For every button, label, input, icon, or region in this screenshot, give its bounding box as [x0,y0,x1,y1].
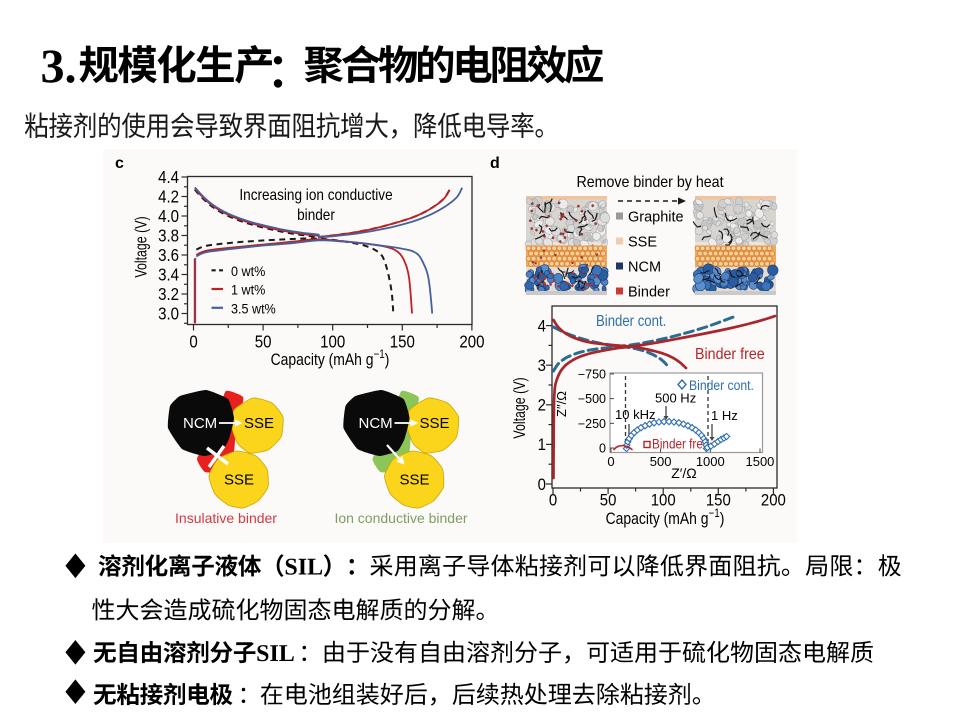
svg-text:150: 150 [706,492,731,510]
svg-text:4.0: 4.0 [158,207,179,226]
svg-text:Insulative binder: Insulative binder [175,510,277,526]
svg-text:1000: 1000 [696,454,725,469]
svg-text:Ion conductive binder: Ion conductive binder [334,510,467,526]
svg-text:−750: −750 [578,367,606,381]
svg-text:0: 0 [599,442,606,456]
svg-text:Z′/Ω: Z′/Ω [671,465,697,481]
svg-text:0: 0 [189,332,197,351]
svg-text:NCM: NCM [183,415,217,432]
svg-text:−500: −500 [578,392,606,406]
svg-text:500: 500 [650,454,672,469]
svg-text:500 Hz: 500 Hz [655,391,696,406]
svg-text:Remove binder by heat: Remove binder by heat [576,173,724,191]
svg-text:Z″/Ω: Z″/Ω [554,391,569,417]
svg-text:2: 2 [538,397,546,415]
svg-text:0: 0 [549,492,557,510]
svg-text:SSE: SSE [420,415,450,432]
svg-text:3.4: 3.4 [158,265,179,284]
svg-text:0: 0 [538,476,546,494]
svg-text:4.4: 4.4 [158,168,179,187]
svg-text:4: 4 [538,318,546,336]
svg-text:Binder cont.: Binder cont. [596,313,666,330]
svg-text:SSE: SSE [244,415,274,432]
svg-text:10 kHz: 10 kHz [615,407,655,422]
svg-text:100: 100 [651,492,676,510]
svg-text:Binder: Binder [628,285,670,301]
svg-text:SSE: SSE [628,235,657,251]
svg-text:200: 200 [761,492,786,510]
svg-text:NCM: NCM [628,260,661,276]
svg-text:3.6: 3.6 [158,246,179,265]
svg-text:Binder free: Binder free [652,437,709,452]
svg-text:3.8: 3.8 [158,226,179,245]
svg-text:50: 50 [600,492,617,510]
svg-text:3.0: 3.0 [158,304,179,323]
svg-text:0: 0 [607,454,614,469]
svg-text:1: 1 [538,436,546,454]
svg-text:SSE: SSE [400,472,430,489]
svg-text:c: c [115,155,124,172]
svg-text:200: 200 [459,332,484,351]
svg-text:1 Hz: 1 Hz [711,408,738,423]
svg-text:binder: binder [297,207,335,224]
svg-text:Capacity (mAh g−1): Capacity (mAh g−1) [271,348,390,369]
svg-text:Voltage (V): Voltage (V) [133,216,151,277]
svg-text:150: 150 [390,332,415,351]
svg-text:4.2: 4.2 [158,187,179,206]
svg-text:Binder cont.: Binder cont. [689,377,754,393]
svg-text:50: 50 [255,332,272,351]
svg-text:d: d [490,155,500,172]
svg-text:0 wt%: 0 wt% [231,263,265,279]
svg-text:−250: −250 [578,417,606,431]
svg-text:NCM: NCM [359,415,393,432]
svg-text:1 wt%: 1 wt% [231,282,265,298]
svg-text:3.5 wt%: 3.5 wt% [231,301,276,317]
svg-text:SSE: SSE [224,472,254,489]
svg-text:3.2: 3.2 [158,285,179,304]
svg-text:Voltage (V): Voltage (V) [511,377,529,438]
svg-text:Increasing ion conductive: Increasing ion conductive [239,187,392,204]
svg-text:100: 100 [320,332,345,351]
svg-text:1500: 1500 [745,454,774,469]
svg-text:Capacity (mAh g−1): Capacity (mAh g−1) [606,507,725,528]
svg-text:3: 3 [538,357,546,375]
svg-text:Binder free: Binder free [695,347,765,364]
svg-text:Graphite: Graphite [628,210,684,226]
